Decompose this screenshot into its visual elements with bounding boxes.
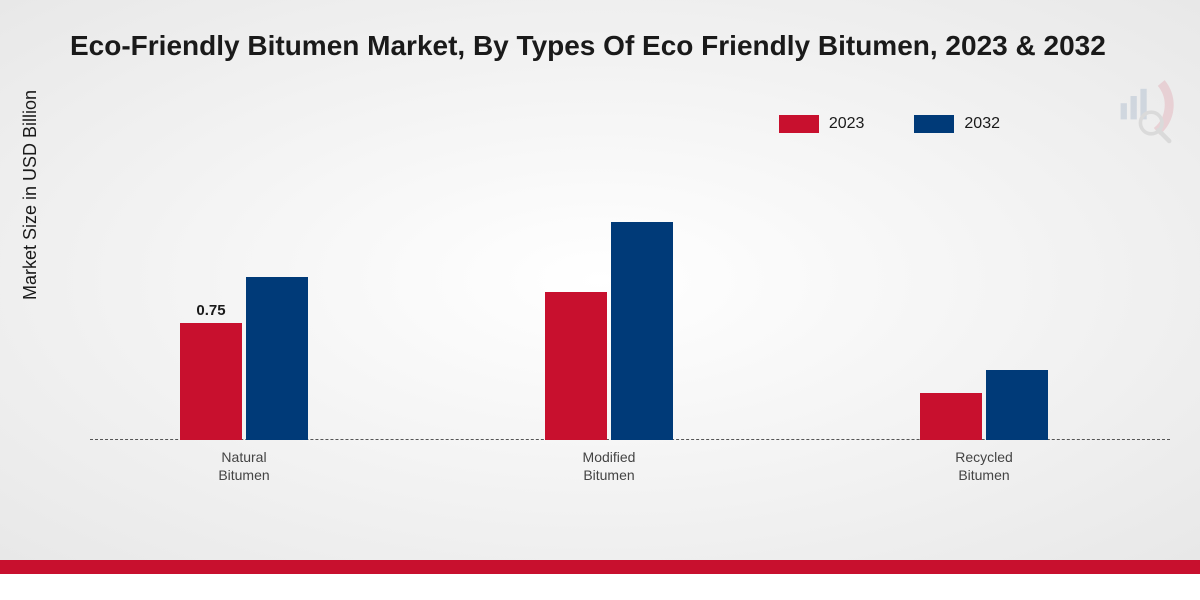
x-label-natural: NaturalBitumen	[144, 448, 344, 484]
bar-recycled-2032	[986, 370, 1048, 440]
bar-group-natural: 0.75 NaturalBitumen	[180, 277, 308, 440]
legend-item-2032: 2032	[914, 115, 1000, 133]
chart-title: Eco-Friendly Bitumen Market, By Types Of…	[70, 30, 1200, 62]
x-label-modified: ModifiedBitumen	[509, 448, 709, 484]
bar-group-recycled: RecycledBitumen	[920, 370, 1048, 440]
legend: 2023 2032	[779, 115, 1000, 133]
plot-area: 0.75 NaturalBitumen ModifiedBitumen Recy…	[90, 160, 1170, 440]
legend-item-2023: 2023	[779, 115, 865, 133]
legend-label-2032: 2032	[964, 115, 1000, 133]
x-label-recycled: RecycledBitumen	[884, 448, 1084, 484]
chart-container: Eco-Friendly Bitumen Market, By Types Of…	[0, 0, 1200, 560]
bar-natural-2032	[246, 277, 308, 440]
bar-modified-2023	[545, 292, 607, 440]
bar-group-modified: ModifiedBitumen	[545, 222, 673, 440]
legend-swatch-2023	[779, 115, 819, 133]
value-label-natural-2023: 0.75	[180, 302, 242, 319]
watermark-logo-icon	[1090, 60, 1180, 150]
legend-label-2023: 2023	[829, 115, 865, 133]
bar-recycled-2023	[920, 393, 982, 440]
bar-modified-2032	[611, 222, 673, 440]
footer-accent-bar	[0, 560, 1200, 574]
bar-natural-2023: 0.75	[180, 323, 242, 440]
y-axis-label: Market Size in USD Billion	[20, 90, 41, 300]
legend-swatch-2032	[914, 115, 954, 133]
